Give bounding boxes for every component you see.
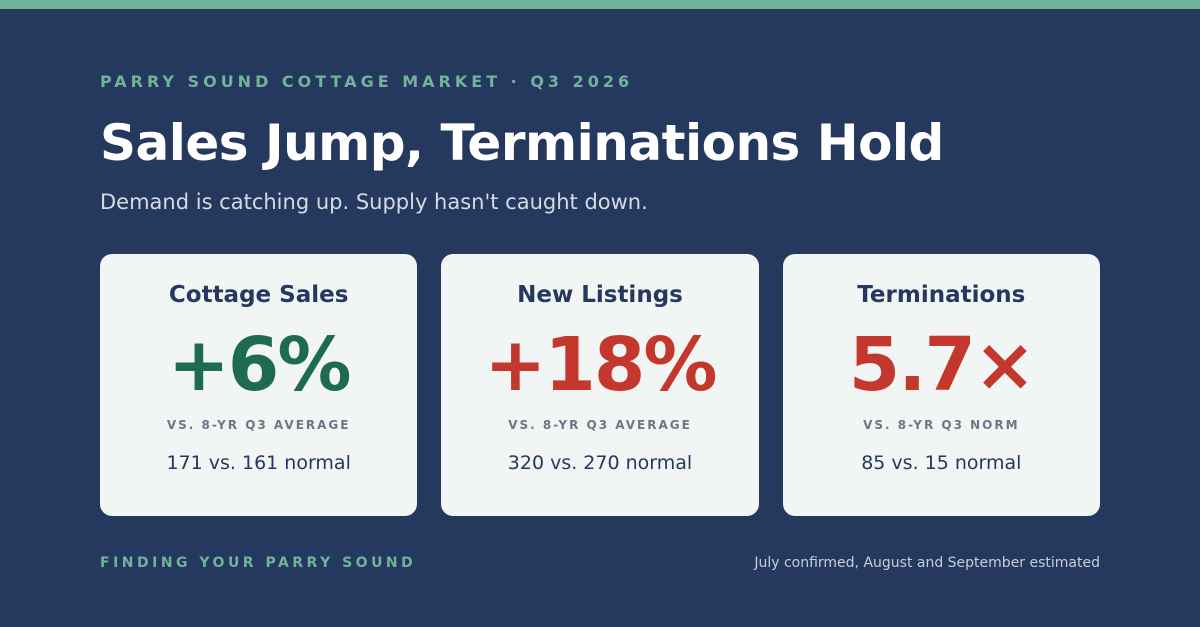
top-accent-bar <box>0 0 1200 9</box>
card-comparison: VS. 8-YR Q3 AVERAGE <box>166 418 351 432</box>
stat-cards: Cottage Sales +6% VS. 8-YR Q3 AVERAGE 17… <box>100 254 1100 516</box>
kicker: PARRY SOUND COTTAGE MARKET · Q3 2026 <box>100 72 634 91</box>
card-new-listings: New Listings +18% VS. 8-YR Q3 AVERAGE 32… <box>441 254 759 516</box>
card-terminations: Terminations 5.7× VS. 8-YR Q3 NORM 85 vs… <box>782 254 1100 516</box>
card-title: Terminations <box>857 282 1026 308</box>
card-stat: 5.7× <box>848 322 1036 408</box>
card-detail: 320 vs. 270 normal <box>507 452 693 474</box>
page-title: Sales Jump, Terminations Hold <box>100 114 944 172</box>
card-stat: +6% <box>167 322 352 408</box>
footer-brand: FINDING YOUR PARRY SOUND <box>100 555 417 571</box>
card-title: New Listings <box>517 282 683 308</box>
page-subtitle: Demand is catching up. Supply hasn't cau… <box>100 190 648 214</box>
card-detail: 85 vs. 15 normal <box>861 452 1022 474</box>
card-title: Cottage Sales <box>168 282 349 308</box>
card-stat: +18% <box>484 322 717 408</box>
card-detail: 171 vs. 161 normal <box>166 452 351 474</box>
card-cottage-sales: Cottage Sales +6% VS. 8-YR Q3 AVERAGE 17… <box>100 254 418 516</box>
card-comparison: VS. 8-YR Q3 AVERAGE <box>508 418 692 432</box>
footer-note: July confirmed, August and September est… <box>754 555 1100 571</box>
card-comparison: VS. 8-YR Q3 NORM <box>863 418 1020 432</box>
